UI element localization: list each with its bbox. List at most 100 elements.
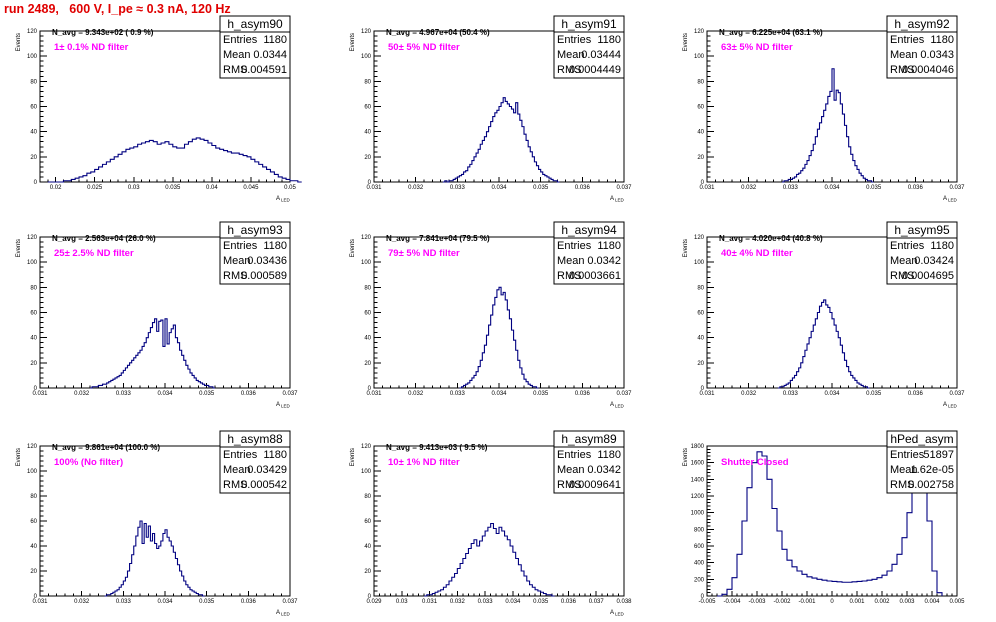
x-tick-label: 0.032	[741, 391, 757, 397]
filter-label: 10± 1% ND filter	[388, 457, 460, 468]
x-tick-label: 0.004	[924, 599, 940, 605]
navg-label: N_avg = 4.967e+04 (50.4 %)	[386, 28, 490, 37]
stat-label-rms: RMS	[890, 64, 914, 76]
stat-label-mean: Mean	[890, 49, 918, 61]
stat-value-entries: 1180	[597, 34, 621, 46]
y-tick-label: 400	[694, 561, 705, 567]
x-tick-label: 0.033	[116, 599, 132, 605]
histogram-h_asym90: 0 20 40 60 80 100 120 0.02 0.025 0.03 0.035 0.04 0.0…	[16, 15, 302, 203]
x-tick-label: 0.001	[849, 599, 865, 605]
x-tick-label: 0.032	[408, 185, 424, 191]
x-tick-label: 0.036	[561, 599, 577, 605]
stat-value-rms: 0.0004695	[902, 270, 954, 282]
x-tick-label: 0.03	[128, 185, 140, 191]
y-tick-label: 60	[364, 311, 371, 317]
x-tick-label: 0.037	[282, 599, 298, 605]
histogram-line	[717, 451, 943, 597]
histogram-name: h_asym95	[894, 223, 950, 237]
x-tick-label: 0.034	[157, 599, 173, 605]
x-tick-label: 0.037	[616, 185, 632, 191]
stat-label-mean: Mean	[223, 255, 251, 267]
y-tick-label: 0	[34, 180, 38, 186]
stat-label-entries: Entries	[557, 449, 592, 461]
y-tick-label: 60	[364, 105, 371, 111]
navg-label: N_avg = 2.563e+04 (26.0 %)	[52, 234, 156, 243]
stat-label-rms: RMS	[223, 64, 247, 76]
x-tick-label: -0.001	[798, 599, 816, 605]
y-tick-label: 80	[697, 79, 704, 85]
y-tick-label: 40	[364, 336, 371, 342]
x-tick-label: 0.034	[824, 185, 840, 191]
x-tick-label: 0.045	[243, 185, 259, 191]
y-tick-label: 800	[694, 527, 705, 533]
y-tick-label: 100	[361, 260, 372, 266]
y-tick-label: 0	[368, 594, 372, 600]
histogram-h_asym94: 0 20 40 60 80 100 120 0.031 0.032 0.033 0.034 0.035…	[350, 221, 632, 409]
histogram-h_asym88: 0 20 40 60 80 100 120 0.031 0.032 0.033 0.034 0.035…	[16, 430, 298, 617]
filter-label: 50± 5% ND filter	[388, 42, 460, 53]
stat-value-entries: 1180	[930, 240, 954, 252]
histogram-line	[90, 318, 215, 389]
stat-value-mean: 1.62e-05	[911, 464, 954, 476]
y-tick-label: 80	[364, 494, 371, 500]
stat-label-rms: RMS	[223, 479, 247, 491]
stat-value-rms: 0.0004046	[902, 64, 954, 76]
y-tick-label: 80	[697, 285, 704, 291]
filter-label: 63± 5% ND filter	[721, 42, 793, 53]
histogram-name: h_asym92	[894, 17, 950, 31]
x-tick-label: 0.034	[505, 599, 521, 605]
stat-label-mean: Mean	[890, 464, 918, 476]
stat-label-rms: RMS	[557, 479, 581, 491]
y-tick-label: 120	[361, 235, 372, 241]
y-tick-label: 60	[30, 519, 37, 525]
x-tick-label: 0.033	[783, 391, 799, 397]
stats-box	[219, 31, 291, 79]
y-tick-label: 100	[27, 469, 38, 475]
navg-label: N_avg = 9.861e+04 (100.0 %)	[52, 443, 160, 452]
histogram-line	[442, 97, 560, 183]
histogram-name: h_asym93	[227, 223, 283, 237]
stat-label-mean: Mean	[557, 255, 585, 267]
stat-value-mean: 0.0343	[920, 49, 954, 61]
x-tick-label: 0.034	[824, 391, 840, 397]
y-tick-label: 0	[34, 594, 38, 600]
stat-value-rms: 0.002758	[908, 479, 954, 491]
y-tick-label: 60	[697, 311, 704, 317]
y-tick-label: 200	[694, 577, 705, 583]
x-tick-label: 0.035	[199, 599, 215, 605]
x-tick-label: 0.031	[699, 185, 715, 191]
navg-label: N_avg = 9.413e+03 ( 9.5 %)	[386, 443, 488, 452]
x-tick-label: 0.005	[949, 599, 965, 605]
filter-label: 1± 0.1% ND filter	[54, 42, 129, 53]
y-tick-label: 60	[364, 519, 371, 525]
y-tick-label: 40	[30, 130, 37, 136]
x-tick-label: 0.04	[206, 185, 218, 191]
histogram-h_asym95: 0 20 40 60 80 100 120 0.031 0.032 0.033 0.034 0.035…	[683, 221, 965, 409]
stat-value-entries: 1180	[597, 240, 621, 252]
histogram-h_asym89: 0 20 40 60 80 100 120 0.029 0.03 0.031 0.032 0.033 0…	[350, 430, 632, 617]
stats-box	[553, 237, 625, 285]
y-tick-label: 0	[701, 386, 705, 392]
stat-value-mean: 0.0344	[253, 49, 287, 61]
stat-label-rms: RMS	[223, 270, 247, 282]
histogram-line	[782, 68, 874, 183]
navg-label: N_avg = 7.841e+04 (79.5 %)	[386, 234, 490, 243]
y-tick-label: 100	[27, 54, 38, 60]
y-tick-label: 80	[364, 285, 371, 291]
histogram-h_asym92: 0 20 40 60 80 100 120 0.031 0.032 0.033 0.034 0.035…	[683, 15, 965, 203]
x-tick-label: 0.031	[32, 599, 48, 605]
x-axis-title: ALED	[276, 610, 291, 617]
stat-label-rms: RMS	[890, 270, 914, 282]
x-tick-label: 0.037	[949, 185, 965, 191]
filter-label: 40± 4% ND filter	[721, 248, 793, 259]
y-tick-label: 120	[361, 29, 372, 35]
x-axis-title: ALED	[610, 610, 625, 617]
stats-box	[219, 237, 291, 285]
stat-label-mean: Mean	[557, 464, 585, 476]
y-tick-label: 1000	[691, 511, 705, 517]
x-tick-label: -0.003	[748, 599, 766, 605]
x-axis-title: ALED	[276, 196, 291, 203]
histogram-line	[424, 522, 555, 597]
x-axis-title: ALED	[610, 402, 625, 409]
x-tick-label: 0.032	[450, 599, 466, 605]
